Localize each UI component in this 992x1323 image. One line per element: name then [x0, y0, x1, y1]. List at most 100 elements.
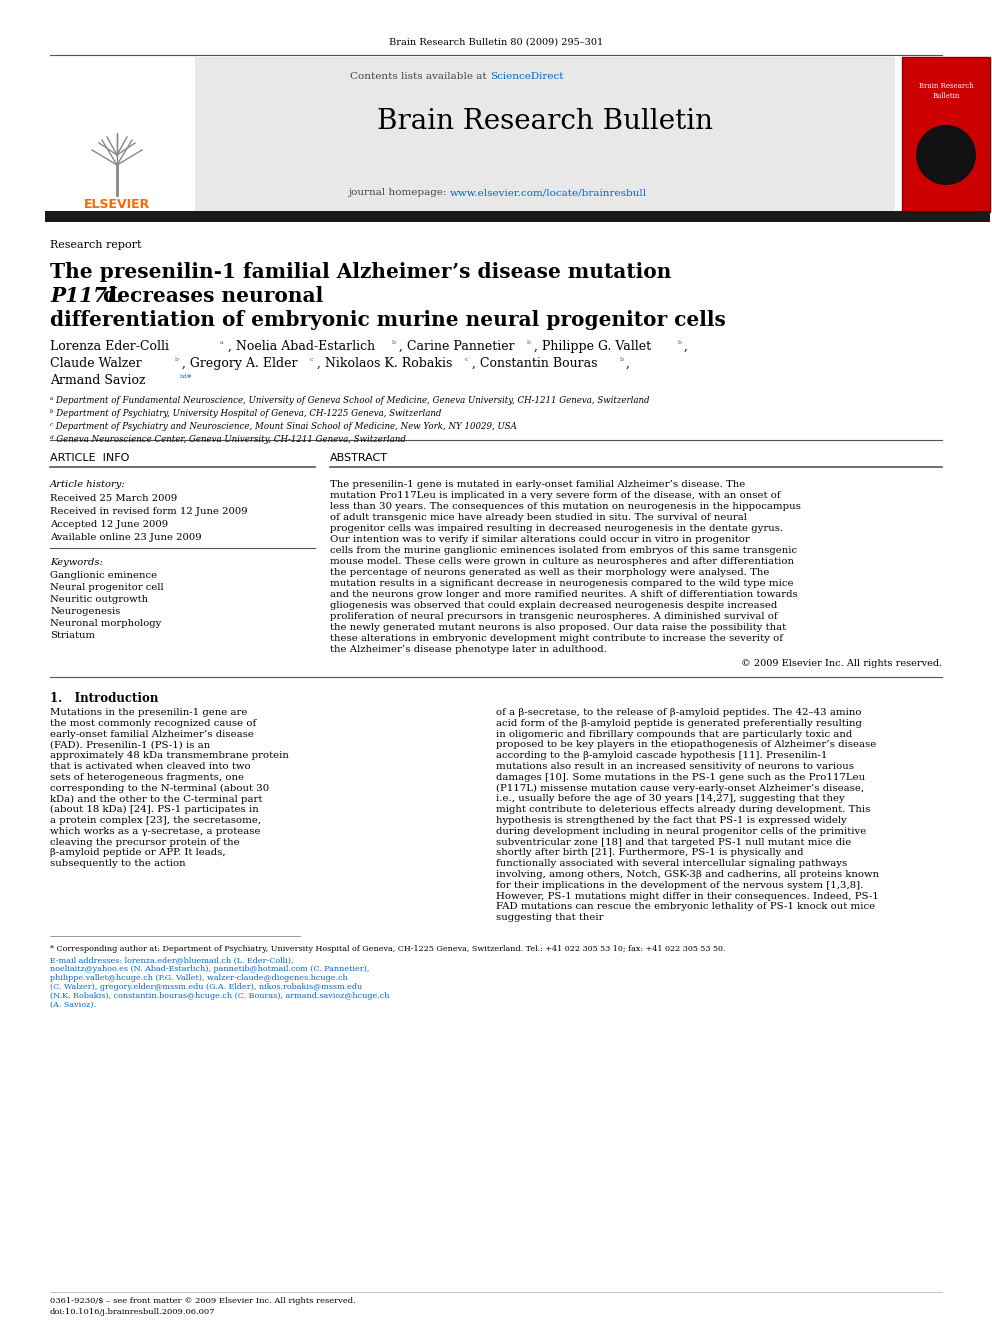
Text: , Constantin Bouras: , Constantin Bouras [472, 357, 597, 370]
Text: i.e., usually before the age of 30 years [14,27], suggesting that they: i.e., usually before the age of 30 years… [496, 794, 845, 803]
Text: E-mail addresses: lorenza.eder@bluemail.ch (L. Eder-Colli),: E-mail addresses: lorenza.eder@bluemail.… [50, 957, 294, 964]
Text: the most commonly recognized cause of: the most commonly recognized cause of [50, 718, 256, 728]
Text: subsequently to the action: subsequently to the action [50, 859, 186, 868]
Text: Our intention was to verify if similar alterations could occur in vitro in proge: Our intention was to verify if similar a… [330, 534, 750, 544]
Text: Research report: Research report [50, 239, 142, 250]
Ellipse shape [916, 124, 976, 185]
Text: cleaving the precursor protein of the: cleaving the precursor protein of the [50, 837, 240, 847]
Text: Ganglionic eminence: Ganglionic eminence [50, 572, 157, 579]
Text: suggesting that their: suggesting that their [496, 913, 603, 922]
Text: the Alzheimer’s disease phenotype later in adulthood.: the Alzheimer’s disease phenotype later … [330, 646, 607, 654]
Text: ᵇᵈ*: ᵇᵈ* [180, 374, 192, 382]
Text: (A. Savioz).: (A. Savioz). [50, 1002, 96, 1009]
Text: ARTICLE  INFO: ARTICLE INFO [50, 452, 129, 463]
Text: ᵇ: ᵇ [175, 357, 179, 366]
Text: subventricular zone [18] and that targeted PS-1 null mutant mice die: subventricular zone [18] and that target… [496, 837, 851, 847]
Text: the percentage of neurons generated as well as their morphology were analysed. T: the percentage of neurons generated as w… [330, 568, 770, 577]
Text: Neurogenesis: Neurogenesis [50, 607, 120, 617]
Text: mutation Pro117Leu is implicated in a very severe form of the disease, with an o: mutation Pro117Leu is implicated in a ve… [330, 491, 781, 500]
Text: mutation results in a significant decrease in neurogenesis compared to the wild : mutation results in a significant decrea… [330, 579, 794, 587]
Text: mouse model. These cells were grown in culture as neurospheres and after differe: mouse model. These cells were grown in c… [330, 557, 794, 566]
Text: ScienceDirect: ScienceDirect [490, 71, 563, 81]
Text: 0361-9230/$ – see front matter © 2009 Elsevier Inc. All rights reserved.: 0361-9230/$ – see front matter © 2009 El… [50, 1297, 356, 1304]
Text: approximately 48 kDa transmembrane protein: approximately 48 kDa transmembrane prote… [50, 751, 289, 761]
Text: Mutations in the presenilin-1 gene are: Mutations in the presenilin-1 gene are [50, 708, 247, 717]
Text: kDa) and the other to the C-terminal part: kDa) and the other to the C-terminal par… [50, 794, 262, 803]
Text: Brain Research Bulletin: Brain Research Bulletin [377, 108, 713, 135]
Text: The presenilin-1 familial Alzheimer’s disease mutation: The presenilin-1 familial Alzheimer’s di… [50, 262, 679, 282]
Text: ᶜ: ᶜ [465, 357, 468, 366]
Text: ᵇ: ᵇ [678, 340, 682, 349]
Text: philippe.vallet@hcuge.ch (P.G. Vallet), walzer-claude@diogenes.hcuge.ch: philippe.vallet@hcuge.ch (P.G. Vallet), … [50, 974, 348, 982]
Text: journal homepage:: journal homepage: [348, 188, 450, 197]
Text: sets of heterogeneous fragments, one: sets of heterogeneous fragments, one [50, 773, 244, 782]
Text: ᵇ Department of Psychiatry, University Hospital of Geneva, CH-1225 Geneva, Switz: ᵇ Department of Psychiatry, University H… [50, 409, 441, 418]
Text: Keywords:: Keywords: [50, 558, 103, 568]
Text: of adult transgenic mice have already been studied in situ. The survival of neur: of adult transgenic mice have already be… [330, 513, 747, 523]
Text: noeliaitz@yahoo.es (N. Abad-Estarlich), pannetib@hotmail.com (C. Pannetier),: noeliaitz@yahoo.es (N. Abad-Estarlich), … [50, 964, 369, 972]
Text: mutations also result in an increased sensitivity of neurons to various: mutations also result in an increased se… [496, 762, 854, 771]
Text: ,: , [626, 357, 630, 370]
Text: P117L: P117L [50, 286, 121, 306]
Text: the newly generated mutant neurons is also proposed. Our data raise the possibil: the newly generated mutant neurons is al… [330, 623, 786, 632]
Text: Article history:: Article history: [50, 480, 126, 490]
Text: , Gregory A. Elder: , Gregory A. Elder [182, 357, 298, 370]
Text: β-amyloid peptide or APP. It leads,: β-amyloid peptide or APP. It leads, [50, 848, 225, 857]
Text: for their implications in the development of the nervous system [1,3,8].: for their implications in the developmen… [496, 881, 863, 890]
Text: proliferation of neural precursors in transgenic neurospheres. A diminished surv: proliferation of neural precursors in tr… [330, 613, 778, 620]
Bar [45, 58, 190, 208]
Text: acid form of the β-amyloid peptide is generated preferentially resulting: acid form of the β-amyloid peptide is ge… [496, 718, 862, 728]
Bar [45, 210, 990, 222]
Text: , Carine Pannetier: , Carine Pannetier [399, 340, 515, 353]
Text: which works as a γ-secretase, a protease: which works as a γ-secretase, a protease [50, 827, 261, 836]
Text: (P117L) missense mutation cause very-early-onset Alzheimer’s disease,: (P117L) missense mutation cause very-ear… [496, 783, 864, 792]
Text: ᶜ Department of Psychiatry and Neuroscience, Mount Sinai School of Medicine, New: ᶜ Department of Psychiatry and Neuroscie… [50, 422, 517, 431]
Text: Received 25 March 2009: Received 25 March 2009 [50, 493, 178, 503]
Text: during development including in neural progenitor cells of the primitive: during development including in neural p… [496, 827, 866, 836]
Text: involving, among others, Notch, GSK-3β and cadherins, all proteins known: involving, among others, Notch, GSK-3β a… [496, 871, 879, 878]
Text: ELSEVIER: ELSEVIER [84, 198, 150, 210]
Text: www.elsevier.com/locate/brainresbull: www.elsevier.com/locate/brainresbull [450, 188, 647, 197]
Text: ,: , [684, 340, 687, 353]
Text: Armand Savioz: Armand Savioz [50, 374, 146, 388]
Text: ᵃ Department of Fundamental Neuroscience, University of Geneva School of Medicin: ᵃ Department of Fundamental Neuroscience… [50, 396, 650, 405]
Text: these alterations in embryonic development might contribute to increase the seve: these alterations in embryonic developme… [330, 634, 783, 643]
Text: (about 18 kDa) [24]. PS-1 participates in: (about 18 kDa) [24]. PS-1 participates i… [50, 806, 259, 815]
Text: ᵇ: ᵇ [392, 340, 396, 349]
Text: doi:10.1016/j.brainresbull.2009.06.007: doi:10.1016/j.brainresbull.2009.06.007 [50, 1308, 215, 1316]
Text: Neuritic outgrowth: Neuritic outgrowth [50, 595, 148, 605]
Text: ABSTRACT: ABSTRACT [330, 452, 388, 463]
Text: Brain Research
Bulletin: Brain Research Bulletin [919, 82, 973, 99]
Text: less than 30 years. The consequences of this mutation on neurogenesis in the hip: less than 30 years. The consequences of … [330, 501, 801, 511]
Text: a protein complex [23], the secretasome,: a protein complex [23], the secretasome, [50, 816, 261, 826]
Text: The presenilin-1 gene is mutated in early-onset familial Alzheimer’s disease. Th: The presenilin-1 gene is mutated in earl… [330, 480, 745, 490]
Text: damages [10]. Some mutations in the PS-1 gene such as the Pro117Leu: damages [10]. Some mutations in the PS-1… [496, 773, 865, 782]
Text: and the neurons grow longer and more ramified neurites. A shift of differentiati: and the neurons grow longer and more ram… [330, 590, 798, 599]
Text: early-onset familial Alzheimer’s disease: early-onset familial Alzheimer’s disease [50, 729, 254, 738]
Text: , Noelia Abad-Estarlich: , Noelia Abad-Estarlich [228, 340, 375, 353]
Text: progenitor cells was impaired resulting in decreased neurogenesis in the dentate: progenitor cells was impaired resulting … [330, 524, 784, 533]
Text: Striatum: Striatum [50, 631, 95, 640]
Text: 1.   Introduction: 1. Introduction [50, 692, 159, 705]
Bar [902, 57, 990, 212]
Bar [195, 57, 895, 212]
Text: ᵃ: ᵃ [220, 340, 223, 349]
Text: cells from the murine ganglionic eminences isolated from embryos of this same tr: cells from the murine ganglionic eminenc… [330, 546, 798, 556]
Text: in oligomeric and fibrillary compounds that are particularly toxic and: in oligomeric and fibrillary compounds t… [496, 729, 852, 738]
Text: ᵇ: ᵇ [620, 357, 624, 366]
Text: Contents lists available at: Contents lists available at [350, 71, 490, 81]
Text: However, PS-1 mutations might differ in their consequences. Indeed, PS-1: However, PS-1 mutations might differ in … [496, 892, 879, 901]
Text: functionally associated with several intercellular signaling pathways: functionally associated with several int… [496, 859, 847, 868]
Text: shortly after birth [21]. Furthermore, PS-1 is physically and: shortly after birth [21]. Furthermore, P… [496, 848, 804, 857]
Text: (N.K. Robakis), constantin.bouras@hcuge.ch (C. Bouras), armand.savioz@hcuge.ch: (N.K. Robakis), constantin.bouras@hcuge.… [50, 992, 390, 1000]
Text: Lorenza Eder-Colli: Lorenza Eder-Colli [50, 340, 169, 353]
Text: Brain Research Bulletin 80 (2009) 295–301: Brain Research Bulletin 80 (2009) 295–30… [389, 38, 603, 48]
Text: FAD mutations can rescue the embryonic lethality of PS-1 knock out mice: FAD mutations can rescue the embryonic l… [496, 902, 875, 912]
Text: ᶜ: ᶜ [310, 357, 313, 366]
Text: Available online 23 June 2009: Available online 23 June 2009 [50, 533, 201, 542]
Text: (FAD). Presenilin-1 (PS-1) is an: (FAD). Presenilin-1 (PS-1) is an [50, 741, 210, 749]
Text: ᵇ: ᵇ [527, 340, 531, 349]
Text: (C. Walzer), gregory.elder@mssm.edu (G.A. Elder), nikos.robakis@mssm.edu: (C. Walzer), gregory.elder@mssm.edu (G.A… [50, 983, 362, 991]
Text: decreases neuronal: decreases neuronal [96, 286, 323, 306]
Text: Neural progenitor cell: Neural progenitor cell [50, 583, 164, 591]
